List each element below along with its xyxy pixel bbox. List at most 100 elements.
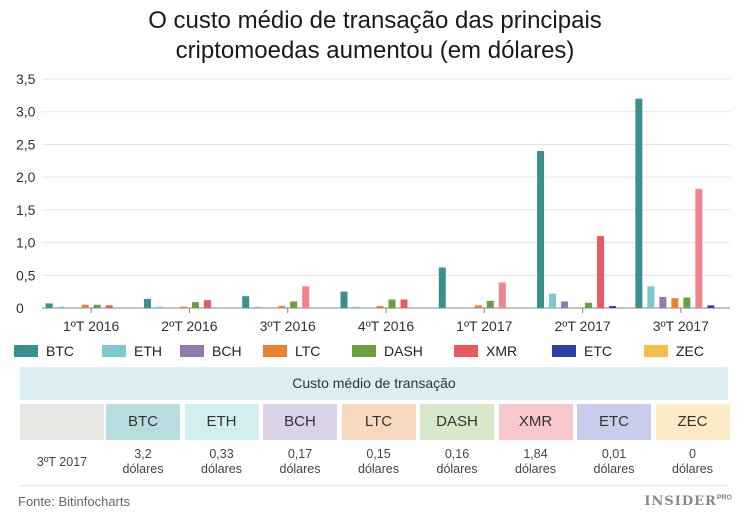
bar-dash [191,302,199,308]
x-tick-label: 1ºT 2016 [63,318,119,334]
legend-swatch [102,345,126,357]
bar-btc [537,150,545,308]
bar-eth [57,306,65,308]
legend-swatch [552,345,576,357]
table-cell: 0,15 dólares [358,447,399,476]
bar-ltc [474,305,482,308]
bar-dash [486,300,494,308]
bar-xmr [400,299,408,308]
bar-xmr [498,282,506,308]
bar-eth [352,306,360,308]
legend-item-eth: ETH [102,342,162,360]
y-tick-label: 0,5 [16,267,36,283]
table-row-divider [20,485,728,486]
y-tick-label: 2,0 [16,169,36,185]
table-column-header: XMR [498,404,573,440]
bar-btc [438,267,446,308]
table-cell: 0,01 dólares [593,447,635,476]
bar-btc [242,296,250,308]
table-cell: 0 dólares [672,447,713,476]
x-tick-label: 3ºT 2016 [260,318,316,334]
x-tick-label: 2ºT 2016 [161,318,217,334]
chart-legend: BTC ETH BCH LTC DASH XMR ETC ZEC [14,342,744,360]
legend-label: ETC [584,343,612,359]
bar-btc [635,98,643,308]
x-tick-label: 2ºT 2017 [554,318,610,334]
table-row-label: 3ºT 2017 [36,455,88,469]
bar-dash [683,297,691,308]
x-tick-label: 1ºT 2017 [456,318,512,334]
legend-swatch [454,345,478,357]
bar-xmr [597,236,605,308]
table-cell: 0,17 dólares [279,447,321,476]
table-header: Custo médio de transação [20,367,728,400]
table-corner-cell [20,404,104,440]
bar-eth [254,306,262,308]
table-column-header: ZEC [655,404,730,440]
table-cell: 0,16 dólares [436,447,478,476]
bar-ltc [376,306,384,308]
bar-btc [340,291,348,308]
legend-label: BCH [212,343,242,359]
insider-pro-logo: INSIDERPRO [644,494,732,509]
bar-bch [561,301,569,308]
legend-swatch [352,345,376,357]
bar-dash [93,304,101,308]
legend-item-bch: BCH [180,342,242,360]
bar-eth [647,286,655,308]
bar-eth [155,306,163,308]
x-tick-label: 4ºT 2016 [358,318,414,334]
legend-swatch [644,345,668,357]
bar-ltc [278,306,286,308]
legend-item-btc: BTC [14,342,74,360]
legend-label: ZEC [676,343,704,359]
table-cell: 1,84 dólares [515,447,556,476]
table-column-header: DASH [420,404,494,440]
bar-ltc [81,304,89,308]
y-tick-label: 1,0 [16,235,36,251]
legend-swatch [14,345,38,357]
bar-etc [609,306,617,308]
legend-item-ltc: LTC [263,342,320,360]
table-column-header: LTC [341,404,416,440]
legend-item-dash: DASH [352,342,423,360]
legend-label: ETH [134,343,162,359]
y-tick-label: 2,5 [16,136,36,152]
legend-label: DASH [384,343,423,359]
chart-title: O custo médio de transação das principai… [0,6,750,66]
legend-label: XMR [486,343,518,359]
legend-item-xmr: XMR [454,342,517,360]
legend-swatch [263,345,287,357]
bar-ltc [671,298,679,308]
bar-dash [290,301,298,308]
legend-item-etc: ETC [552,342,612,360]
legend-label: BTC [46,343,74,359]
bar-bch [659,296,667,308]
bar-btc [143,298,151,308]
chart-title-text: O custo médio de transação das principai… [148,7,602,64]
bar-xmr [302,286,310,308]
bar-xmr [695,188,703,308]
table-column-header: ETH [184,404,259,440]
table-column-header: BCH [263,404,337,440]
legend-label: LTC [295,343,321,359]
bar-xmr [105,305,113,308]
table-column-header: BTC [106,404,180,440]
bar-dash [388,299,396,308]
legend-swatch [180,345,204,357]
y-tick-label: 0 [16,300,24,316]
table-column-header: ETC [577,404,651,440]
y-tick-label: 1,5 [16,202,36,218]
bar-btc [45,303,53,308]
bar-ltc [179,306,187,308]
bar-xmr [203,300,211,308]
bar-etc [707,305,715,308]
bar-eth [549,293,557,308]
table-cell: 3,2 dólares [122,447,164,476]
table-cell: 0,33 dólares [201,447,242,476]
y-tick-label: 3,0 [16,104,36,120]
source-note: Fonte: Bitinfocharts [18,494,130,509]
legend-item-zec: ZEC [644,342,704,360]
x-tick-label: 3ºT 2017 [653,318,709,334]
